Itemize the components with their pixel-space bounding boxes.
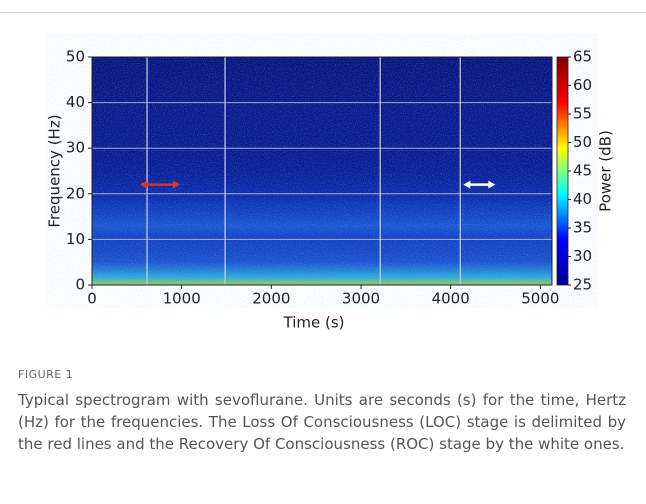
x-tick-label: 5000 [521,290,559,308]
colorbar-tick-label: 35 [573,219,592,237]
y-axis-label: Frequency (Hz) [46,114,64,227]
y-tick-label: 50 [66,48,85,66]
colorbar-tick-label: 30 [573,247,592,265]
colorbar-tick-label: 55 [573,105,592,123]
colorbar-tick-label: 50 [573,133,592,151]
figure-card [0,12,646,504]
x-tick-label: 0 [87,290,97,308]
plot-frame [91,56,553,286]
x-tick-label: 4000 [432,290,470,308]
y-tick-label: 20 [66,184,85,202]
chart: 0 1000 2000 3000 4000 5000 0 10 20 30 40 50 25 30 35 40… [46,48,615,332]
y-tick-label: 30 [66,139,85,157]
x-tick-label: 2000 [252,290,290,308]
x-tick-label: 1000 [163,290,201,308]
colorbar-tick-label: 65 [573,48,592,66]
colorbar-tick-label: 45 [573,162,592,180]
x-tick-label: 3000 [342,290,380,308]
colorbar-tick-label: 25 [573,276,592,294]
colorbar-tick-label: 60 [573,76,592,94]
colorbar-tick-label: 40 [573,190,592,208]
colorbar [556,56,569,286]
y-tick-label: 40 [66,93,85,111]
figure-label: FIGURE 1 [18,368,74,381]
caption: Typical spectrogram with sevoflurane. Un… [18,391,626,453]
y-tick-label: 0 [75,276,85,294]
y-tick-label: 10 [66,230,85,248]
spectrogram-noise [92,57,552,285]
colorbar-label: Power (dB) [597,130,615,212]
arrow-head [463,180,496,189]
x-axis-label: Time (s) [283,314,345,332]
